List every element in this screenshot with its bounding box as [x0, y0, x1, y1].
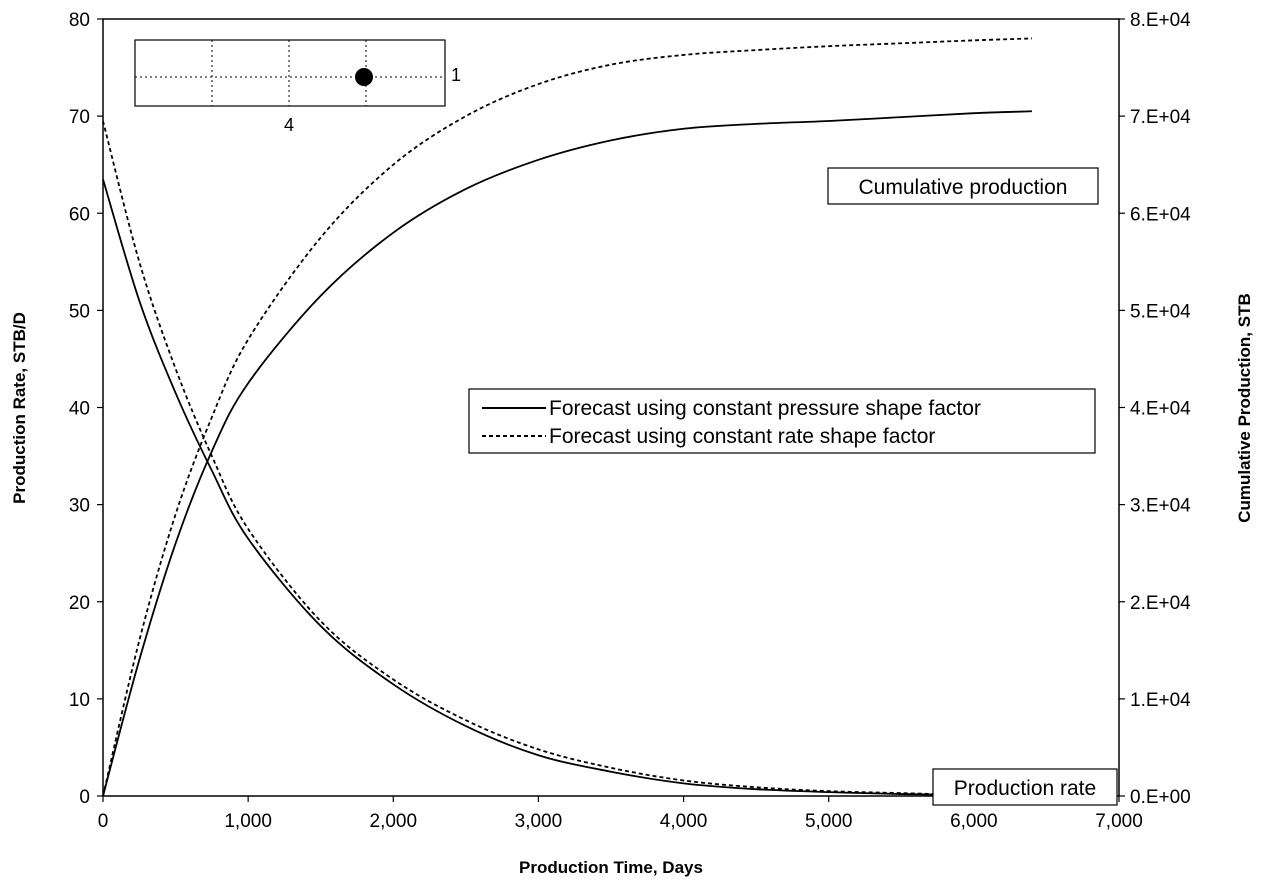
cumulative-label-frame [827, 167, 1099, 205]
y-tick-label: 40 [69, 399, 90, 420]
cumulative-constant-pressure-line [102, 110, 1032, 797]
rate-constant-rate-line [102, 120, 1032, 797]
rate-label-frame [932, 768, 1118, 806]
y-axis-right: 0.E+00 1.E+04 2.E+04 3.E+04 4.E+04 5.E+04 6.E+… [1119, 10, 1191, 808]
y2-tick-label: 5.E+04 [1130, 301, 1191, 322]
y2-tick-label: 7.E+04 [1130, 107, 1191, 128]
x-tick-label: 5,000 [805, 811, 853, 832]
x-tick-label: 2,000 [370, 811, 418, 832]
production-rate-label: Production rate [932, 768, 1118, 806]
y-tick-label: 60 [69, 204, 90, 225]
y-axis-title: Production Rate, STB/D [10, 312, 29, 504]
cumulative-constant-rate-line [102, 37, 1032, 797]
y2-axis-title: Cumulative Production, STB [1235, 293, 1254, 523]
inset-frame [134, 39, 446, 107]
x-tick-label: 3,000 [515, 811, 563, 832]
x-axis-title: Production Time, Days [519, 858, 703, 877]
x-tick-label: 6,000 [950, 811, 998, 832]
x-tick-label: 4,000 [660, 811, 708, 832]
y-tick-label: 10 [69, 690, 90, 711]
y-axis-left: 0 10 20 30 40 50 60 70 80 [69, 10, 103, 808]
rate-label-text: Production rate [954, 777, 1096, 800]
y-tick-label: 20 [69, 593, 90, 614]
y-tick-label: 30 [69, 496, 90, 517]
y-tick-label: 0 [79, 787, 90, 808]
rate-constant-pressure-line [102, 179, 1032, 797]
legend-entry-constant-rate: Forecast using constant rate shape facto… [549, 425, 935, 448]
y-tick-label: 70 [69, 107, 90, 128]
x-tick-label: 7,000 [1095, 811, 1143, 832]
y2-tick-label: 1.E+04 [1130, 690, 1191, 711]
cumulative-production-label: Cumulative production [827, 167, 1099, 205]
x-tick-label: 0 [98, 811, 109, 832]
y-tick-label: 50 [69, 301, 90, 322]
inset-schematic: 1 4 [134, 39, 461, 135]
inset-label-bottom: 4 [284, 115, 294, 135]
legend: Forecast using constant pressure shape f… [468, 388, 1096, 454]
cumulative-label-text: Cumulative production [859, 176, 1068, 199]
well-marker [355, 68, 373, 86]
x-axis: 0 1,000 2,000 3,000 4,000 5,000 6,000 7,000 [98, 796, 1143, 832]
y2-tick-label: 6.E+04 [1130, 204, 1191, 225]
y-tick-label: 80 [69, 10, 90, 31]
inset-label-right: 1 [451, 65, 461, 85]
legend-frame [468, 388, 1096, 454]
x-tick-label: 1,000 [224, 811, 272, 832]
legend-entry-constant-pressure: Forecast using constant pressure shape f… [549, 397, 981, 420]
y2-tick-label: 2.E+04 [1130, 593, 1191, 614]
y2-tick-label: 8.E+04 [1130, 10, 1191, 31]
y2-tick-label: 4.E+04 [1130, 399, 1191, 420]
series-layer [102, 37, 1032, 797]
y2-tick-label: 3.E+04 [1130, 496, 1191, 517]
y2-tick-label: 0.E+00 [1130, 787, 1191, 808]
